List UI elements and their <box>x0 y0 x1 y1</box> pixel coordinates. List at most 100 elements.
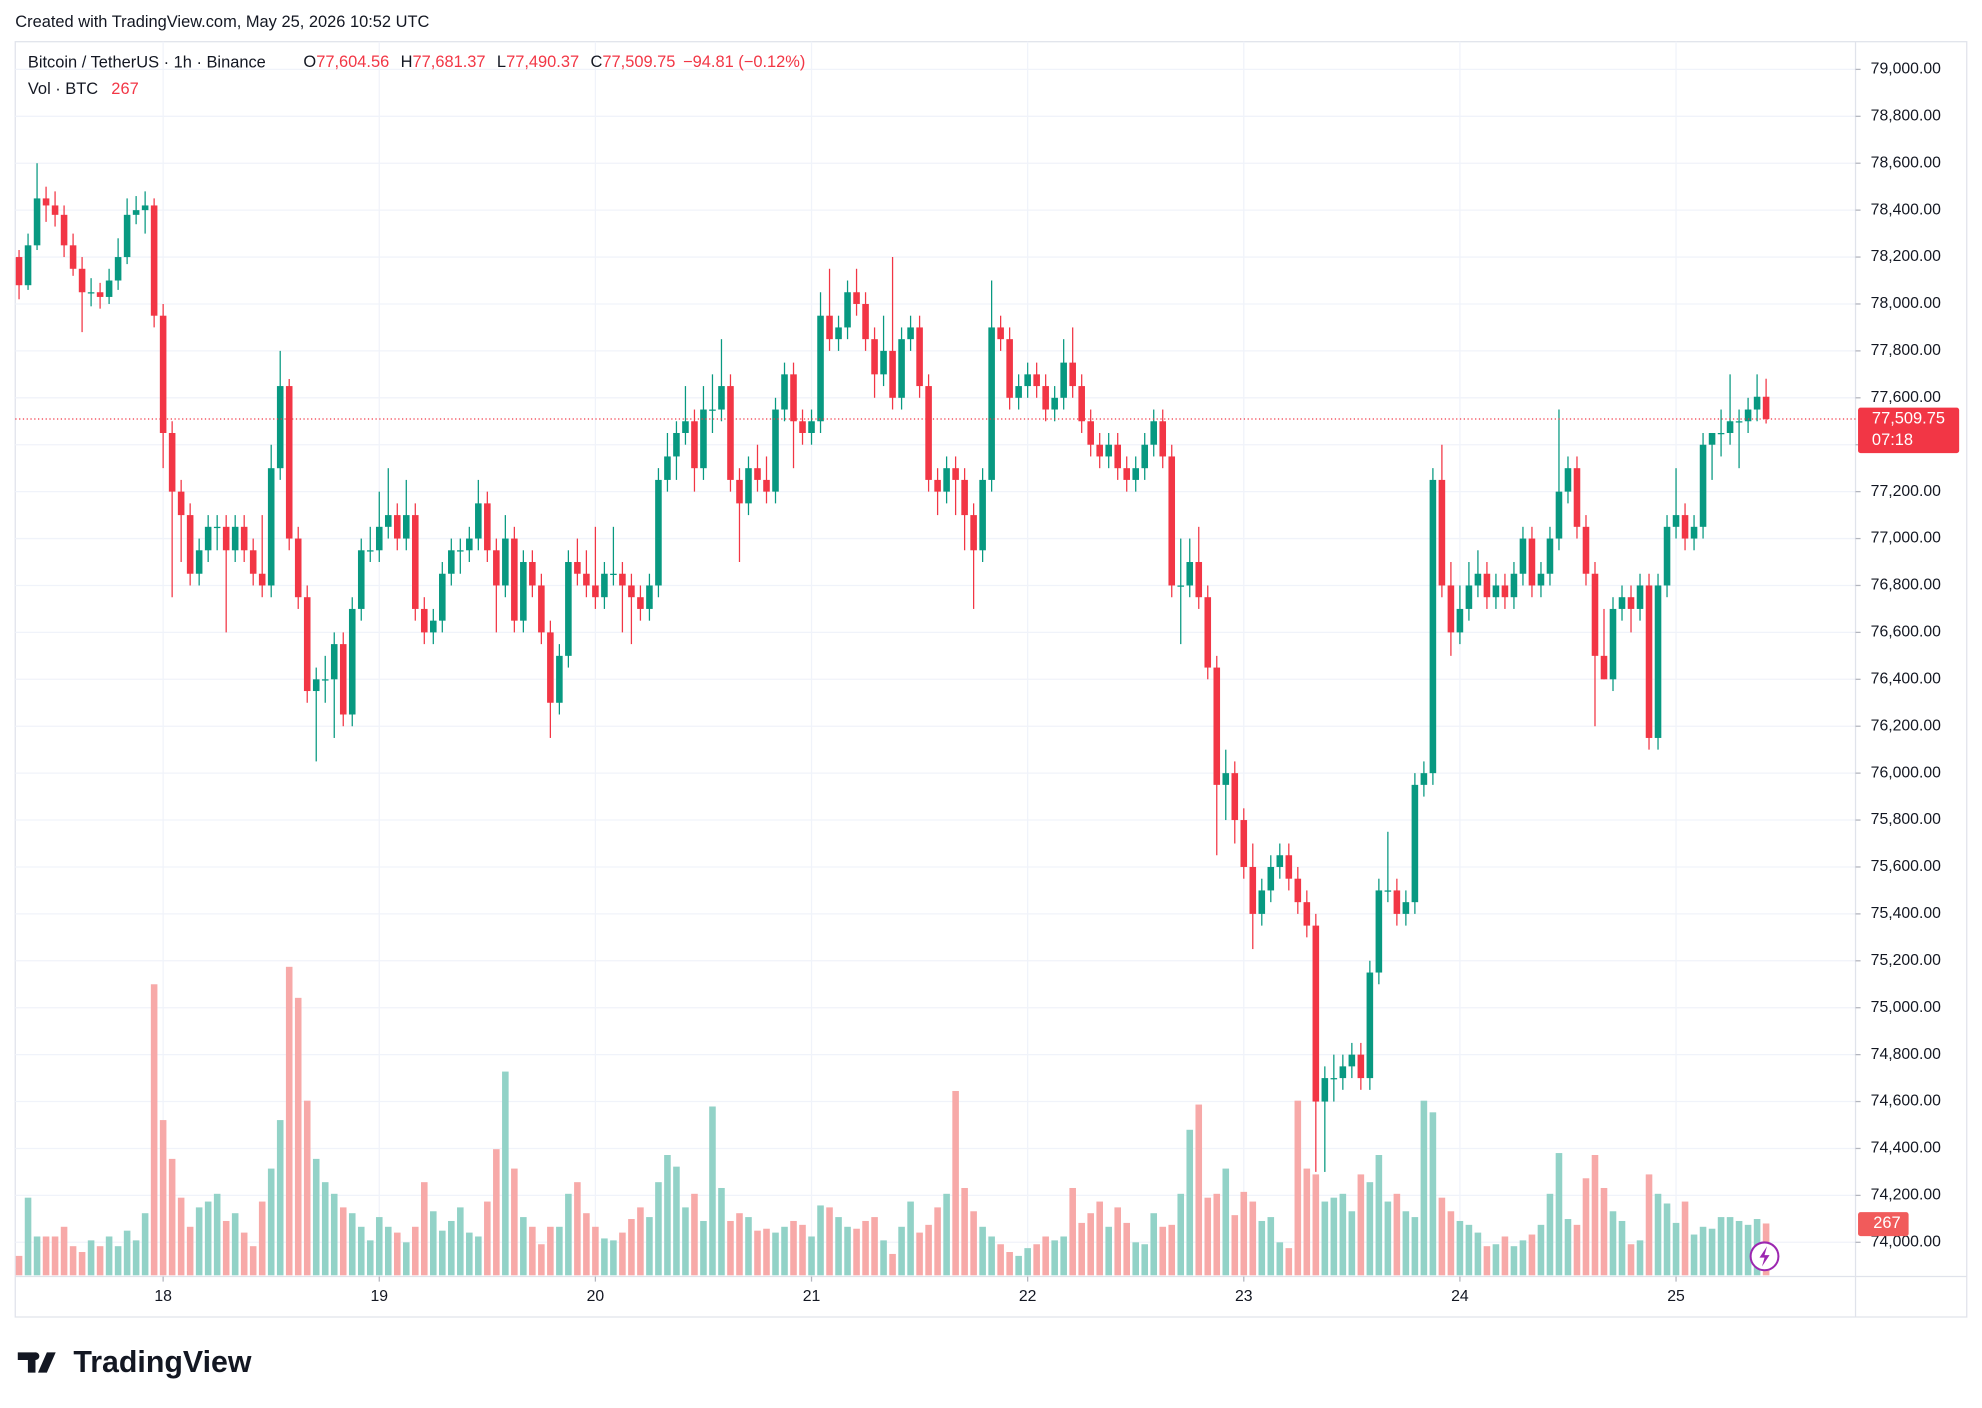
y-tick-label: 74,000.00 <box>1871 1233 1941 1250</box>
candle-body <box>1528 538 1536 586</box>
volume-bar <box>1105 1226 1112 1276</box>
volume-bar <box>1051 1240 1058 1276</box>
candle-body <box>186 515 194 574</box>
volume-bar <box>87 1240 95 1276</box>
candle-body <box>538 585 545 633</box>
logo: TradingView <box>17 1346 252 1379</box>
volume-bar <box>1285 1248 1293 1276</box>
volume-bar <box>1123 1222 1130 1276</box>
candle-body <box>1258 890 1266 914</box>
x-tick-label: 22 <box>1019 1288 1037 1305</box>
volume-bar <box>1150 1213 1158 1276</box>
candle-body <box>565 562 572 656</box>
volume-bar <box>502 1071 509 1276</box>
candle-body <box>1708 432 1716 445</box>
candle-body <box>1573 468 1581 527</box>
volume-bar <box>511 1168 518 1276</box>
volume-bar <box>1249 1201 1257 1276</box>
volume-bar <box>529 1226 536 1276</box>
volume-bar <box>889 1253 896 1276</box>
y-tick-label: 78,200.00 <box>1871 248 1941 265</box>
candle-body <box>123 214 131 258</box>
candle-body <box>493 550 500 586</box>
volume-bar <box>375 1217 383 1276</box>
candle-body <box>1474 573 1482 586</box>
candle-body <box>709 409 716 411</box>
candle-body <box>1492 585 1500 598</box>
volume-bar <box>1501 1236 1509 1276</box>
candle-body <box>1447 585 1455 633</box>
volume-bar <box>610 1240 617 1276</box>
volume-bar <box>1159 1226 1167 1276</box>
candle-body <box>1267 866 1275 891</box>
candle-body <box>402 515 410 539</box>
candle-body <box>1429 479 1437 774</box>
volume-bar <box>754 1230 761 1276</box>
volume-bar <box>1420 1100 1428 1276</box>
volume-axis-label: 267 <box>1873 1214 1900 1232</box>
candle-body <box>1438 479 1446 586</box>
candle-body <box>1618 597 1626 609</box>
candle-body <box>1654 585 1662 738</box>
volume-bar <box>204 1201 212 1276</box>
volume-bar <box>1672 1222 1680 1276</box>
candle-body <box>691 421 698 469</box>
candle-body <box>1348 1054 1356 1067</box>
x-tick-label: 18 <box>154 1288 172 1305</box>
candle-body <box>997 327 1004 340</box>
volume-bar <box>736 1213 743 1276</box>
volume-bar <box>1267 1217 1275 1276</box>
candle-body <box>1321 1078 1329 1102</box>
price-label: 77,509.75 <box>1872 409 1945 427</box>
volume-bar <box>1258 1220 1266 1276</box>
candle-body <box>330 644 338 680</box>
candle-body <box>1159 421 1167 457</box>
y-tick-label: 74,400.00 <box>1871 1140 1941 1157</box>
candle-body <box>69 245 77 269</box>
candle-body <box>1582 526 1590 574</box>
volume-bar <box>862 1220 869 1276</box>
legend-value: 77,490.37 <box>506 54 579 72</box>
candle-body <box>952 468 959 480</box>
volume-bar <box>583 1213 590 1276</box>
volume-bar <box>934 1207 941 1276</box>
volume-bar <box>1456 1220 1464 1276</box>
x-tick-label: 21 <box>803 1288 821 1305</box>
candle-body <box>1519 538 1527 574</box>
volume-bar <box>1087 1213 1094 1276</box>
candle-body <box>781 374 788 410</box>
volume-bar <box>763 1228 770 1276</box>
candle-body <box>1105 444 1112 457</box>
volume-bar <box>1177 1193 1185 1276</box>
replay-button[interactable] <box>1749 1241 1780 1272</box>
volume-bar <box>1564 1219 1572 1276</box>
candle-body <box>790 374 797 422</box>
volume-bar <box>69 1246 77 1276</box>
candle-body <box>348 608 356 715</box>
volume-bar <box>781 1226 788 1276</box>
volume-bar <box>1141 1244 1149 1276</box>
candle-body <box>1141 444 1149 469</box>
candle-body <box>988 327 995 480</box>
volume-bar <box>1537 1224 1545 1276</box>
volume-bar <box>1681 1201 1689 1276</box>
candle-body <box>412 515 419 609</box>
candle-body <box>1411 784 1419 903</box>
candle-body <box>1465 585 1473 609</box>
volume-bar <box>673 1166 680 1276</box>
candle-body <box>448 550 455 574</box>
candle-body <box>141 205 149 211</box>
volume-bar <box>348 1213 356 1276</box>
volume-bar <box>700 1220 707 1276</box>
volume-bar <box>1447 1211 1455 1276</box>
legend-key: L <box>497 54 506 72</box>
volume-bar <box>1321 1201 1329 1276</box>
y-tick-label: 75,600.00 <box>1871 858 1941 875</box>
volume-bar <box>1690 1234 1698 1276</box>
candle-body <box>880 350 887 375</box>
volume-bar <box>484 1201 491 1276</box>
volume-bar <box>294 997 302 1276</box>
candle-body <box>1456 608 1464 633</box>
volume-bar <box>1366 1182 1374 1276</box>
